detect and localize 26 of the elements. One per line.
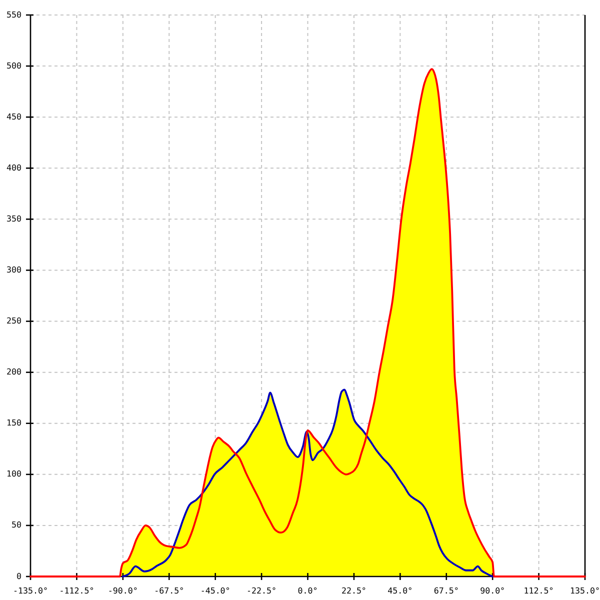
- x-tick-label: 22.5°: [341, 586, 366, 596]
- x-tick-label: -112.5°: [59, 586, 94, 596]
- y-tick-label: 300: [6, 264, 22, 274]
- y-tick-label: 450: [6, 111, 22, 122]
- y-tick-label: 0: [16, 570, 22, 581]
- x-tick-label: 0.0°: [298, 586, 318, 596]
- x-tick-label: 112.5°: [524, 586, 554, 596]
- y-tick-label: 50: [12, 520, 22, 530]
- y-tick-label: 350: [6, 213, 22, 224]
- y-tick-label: 200: [6, 366, 22, 377]
- y-tick-label: 550: [6, 9, 22, 20]
- x-tick-label: -67.5°: [154, 586, 184, 596]
- x-tick-label: -45.0°: [200, 586, 230, 596]
- y-tick-label: 150: [6, 418, 22, 428]
- line-series: [122, 388, 494, 578]
- y-tick-label: 100: [6, 468, 22, 479]
- y-tick-label: 400: [6, 162, 22, 172]
- x-tick-label: 90.0°: [480, 586, 506, 596]
- x-tick-label: -22.5°: [246, 586, 277, 596]
- y-tick-label: 250: [6, 316, 22, 326]
- x-tick-label: 67.5°: [434, 586, 459, 596]
- x-tick-label: 45.0°: [388, 586, 413, 596]
- x-tick-label: 135.0°: [570, 586, 600, 596]
- x-tick-label: -135.0°: [13, 586, 48, 596]
- x-tick-label: -90.0°: [108, 586, 138, 596]
- y-tick-label: 500: [6, 60, 22, 70]
